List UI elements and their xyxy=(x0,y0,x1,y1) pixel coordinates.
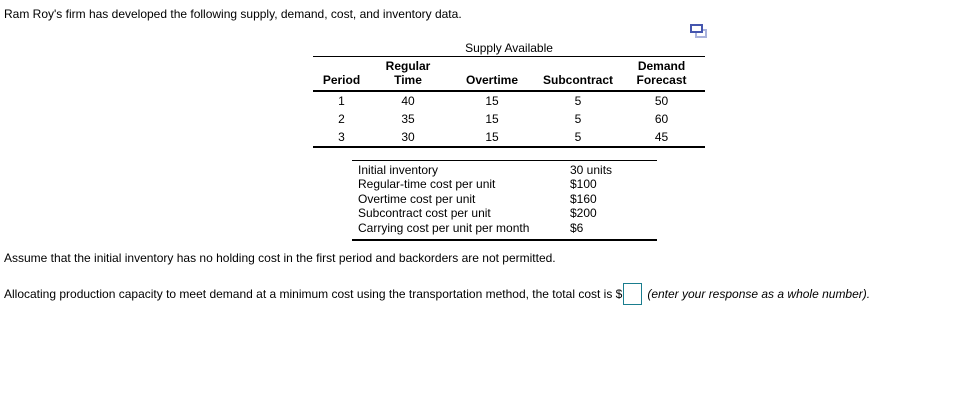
cost-label: Initial inventory xyxy=(358,163,439,177)
cell-demand-forecast: 60 xyxy=(654,112,669,126)
cell-period: 1 xyxy=(338,94,345,108)
answer-line: Allocating production capacity to meet d… xyxy=(4,282,870,306)
col-header-regular-time-label: Regular Time xyxy=(385,59,431,87)
col-header-subcontract: Subcontract xyxy=(538,57,618,92)
supply-row-period-1: 1 40 15 5 50 xyxy=(313,91,705,110)
cost-value: $160 xyxy=(570,191,597,206)
col-header-demand-forecast-label: Demand Forecast xyxy=(636,59,687,87)
cost-value: $100 xyxy=(570,177,597,192)
cost-row-carrying-cost: Carrying cost per unit per month $6 xyxy=(358,221,657,235)
cost-value: 30 units xyxy=(570,163,613,177)
cell-overtime: 15 xyxy=(485,130,499,144)
cell-period: 2 xyxy=(338,112,345,126)
cost-value: $6 xyxy=(570,220,584,235)
supply-table-caption: Supply Available xyxy=(313,40,705,57)
supply-header-row: Period Regular Time Overtime Subcontract… xyxy=(313,57,705,92)
popout-front-window-icon xyxy=(690,24,703,33)
cell-regular-time: 30 xyxy=(401,130,415,144)
cell-subcontract: 5 xyxy=(574,94,582,108)
prompt-text-after: (enter your response as a whole number). xyxy=(647,287,871,301)
cost-label: Regular-time cost per unit xyxy=(358,177,496,192)
cell-period: 3 xyxy=(338,130,345,144)
assumption-text: Assume that the initial inventory has no… xyxy=(4,251,556,265)
cost-row-subcontract-cost: Subcontract cost per unit $200 xyxy=(358,206,657,220)
cell-subcontract: 5 xyxy=(574,130,582,144)
cost-row-initial-inventory: Initial inventory 30 units xyxy=(358,163,657,177)
cost-row-regular-time-cost: Regular-time cost per unit $100 xyxy=(358,177,657,191)
col-header-demand-forecast: Demand Forecast xyxy=(618,57,705,92)
cost-table: Initial inventory 30 units Regular-time … xyxy=(352,160,657,242)
supply-table-grid: Period Regular Time Overtime Subcontract… xyxy=(313,57,705,148)
cell-demand-forecast: 50 xyxy=(654,94,669,108)
cell-regular-time: 40 xyxy=(401,94,415,108)
cost-value: $200 xyxy=(570,206,597,221)
supply-table: Supply Available Period Regular Time Ove… xyxy=(313,40,705,148)
col-header-regular-time: Regular Time xyxy=(370,57,446,92)
cost-row-overtime-cost: Overtime cost per unit $160 xyxy=(358,192,657,206)
answer-input[interactable] xyxy=(623,283,643,305)
col-header-overtime: Overtime xyxy=(446,57,538,92)
cell-overtime: 15 xyxy=(485,94,499,108)
prompt-text-before: Allocating production capacity to meet d… xyxy=(4,287,623,301)
cell-overtime: 15 xyxy=(485,112,499,126)
cell-demand-forecast: 45 xyxy=(654,130,669,144)
supply-row-period-3: 3 30 15 5 45 xyxy=(313,128,705,147)
question-intro: Ram Roy's firm has developed the followi… xyxy=(4,7,462,21)
popout-windows-icon[interactable] xyxy=(690,23,709,40)
col-header-period: Period xyxy=(313,57,370,92)
cell-regular-time: 35 xyxy=(401,112,415,126)
cost-label: Overtime cost per unit xyxy=(358,191,476,206)
cost-label: Carrying cost per unit per month xyxy=(358,220,530,235)
supply-row-period-2: 2 35 15 5 60 xyxy=(313,110,705,128)
cell-subcontract: 5 xyxy=(574,112,582,126)
cost-label: Subcontract cost per unit xyxy=(358,206,491,221)
